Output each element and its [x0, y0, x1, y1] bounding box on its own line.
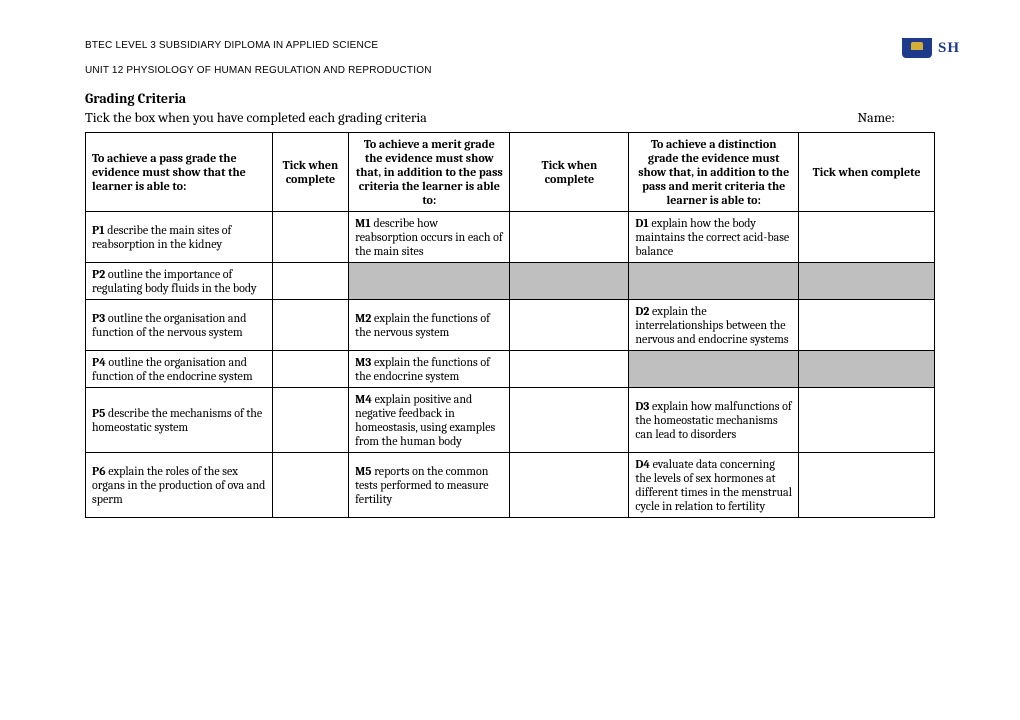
tick-distinction[interactable]: [799, 453, 935, 518]
distinction-criterion: [629, 263, 799, 300]
distinction-criterion: [629, 351, 799, 388]
shield-icon: [902, 38, 932, 58]
merit-criterion: M5 reports on the common tests performed…: [349, 453, 510, 518]
tick-pass[interactable]: [272, 212, 348, 263]
tick-distinction[interactable]: [799, 300, 935, 351]
merit-criterion: M1 describe how reabsorption occurs in e…: [349, 212, 510, 263]
tick-merit[interactable]: [510, 212, 629, 263]
tick-pass[interactable]: [272, 351, 348, 388]
header-pass: To achieve a pass grade the evidence mus…: [86, 133, 273, 212]
tick-merit[interactable]: [510, 351, 629, 388]
header-unit: UNIT 12 PHYSIOLOGY OF HUMAN REGULATION A…: [85, 65, 935, 76]
instruction-text: Tick the box when you have completed eac…: [85, 109, 427, 126]
table-row: P2 outline the importance of regulating …: [86, 263, 935, 300]
table-row: P4 outline the organisation and function…: [86, 351, 935, 388]
tick-pass[interactable]: [272, 263, 348, 300]
page: SH BTEC LEVEL 3 SUBSIDIARY DIPLOMA IN AP…: [0, 0, 1020, 518]
distinction-criterion: D4 evaluate data concerning the levels o…: [629, 453, 799, 518]
pass-criterion: P1 describe the main sites of reabsorpti…: [86, 212, 273, 263]
page-title: Grading Criteria: [85, 90, 935, 107]
tick-merit[interactable]: [510, 263, 629, 300]
distinction-criterion: D3 explain how malfunctions of the homeo…: [629, 388, 799, 453]
tick-pass[interactable]: [272, 388, 348, 453]
pass-criterion: P4 outline the organisation and function…: [86, 351, 273, 388]
merit-criterion: M2 explain the functions of the nervous …: [349, 300, 510, 351]
tick-merit[interactable]: [510, 388, 629, 453]
tick-distinction[interactable]: [799, 263, 935, 300]
subtitle-row: Tick the box when you have completed eac…: [85, 109, 935, 126]
table-row: P1 describe the main sites of reabsorpti…: [86, 212, 935, 263]
tick-pass[interactable]: [272, 453, 348, 518]
pass-criterion: P5 describe the mechanisms of the homeos…: [86, 388, 273, 453]
table-header-row: To achieve a pass grade the evidence mus…: [86, 133, 935, 212]
merit-criterion: M3 explain the functions of the endocrin…: [349, 351, 510, 388]
header-distinction: To achieve a distinction grade the evide…: [629, 133, 799, 212]
merit-criterion: M4 explain positive and negative feedbac…: [349, 388, 510, 453]
pass-criterion: P6 explain the roles of the sex organs i…: [86, 453, 273, 518]
tick-pass[interactable]: [272, 300, 348, 351]
header-tick2: Tick when complete: [510, 133, 629, 212]
header-tick1: Tick when complete: [272, 133, 348, 212]
tick-distinction[interactable]: [799, 351, 935, 388]
logo-text: SH: [938, 40, 960, 57]
tick-merit[interactable]: [510, 300, 629, 351]
grading-criteria-table: To achieve a pass grade the evidence mus…: [85, 132, 935, 518]
distinction-criterion: D1 explain how the body maintains the co…: [629, 212, 799, 263]
pass-criterion: P3 outline the organisation and function…: [86, 300, 273, 351]
tick-distinction[interactable]: [799, 212, 935, 263]
pass-criterion: P2 outline the importance of regulating …: [86, 263, 273, 300]
distinction-criterion: D2 explain the interrelationships betwee…: [629, 300, 799, 351]
header-tick3: Tick when complete: [799, 133, 935, 212]
table-row: P3 outline the organisation and function…: [86, 300, 935, 351]
tick-merit[interactable]: [510, 453, 629, 518]
tick-distinction[interactable]: [799, 388, 935, 453]
table-row: P6 explain the roles of the sex organs i…: [86, 453, 935, 518]
table-row: P5 describe the mechanisms of the homeos…: [86, 388, 935, 453]
name-label: Name:: [857, 109, 895, 126]
merit-criterion: [349, 263, 510, 300]
header-merit: To achieve a merit grade the evidence mu…: [349, 133, 510, 212]
header-course: BTEC LEVEL 3 SUBSIDIARY DIPLOMA IN APPLI…: [85, 40, 935, 51]
school-logo: SH: [902, 38, 960, 58]
